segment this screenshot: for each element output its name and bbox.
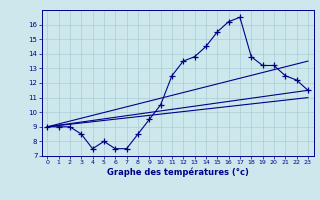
X-axis label: Graphe des températures (°c): Graphe des températures (°c)	[107, 168, 249, 177]
